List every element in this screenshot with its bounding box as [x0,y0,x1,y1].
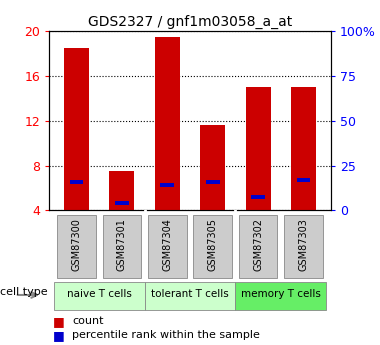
Bar [155,37,180,210]
Bar [115,201,129,205]
FancyBboxPatch shape [103,215,141,278]
Bar [70,180,84,184]
Text: memory T cells: memory T cells [241,289,321,299]
Bar [206,180,220,184]
Text: GSM87301: GSM87301 [117,218,127,272]
Text: tolerant T cells: tolerant T cells [151,289,229,299]
Bar [109,171,135,210]
FancyBboxPatch shape [193,215,232,278]
Text: GSM87304: GSM87304 [162,218,172,272]
Text: count: count [72,316,104,326]
Bar [291,87,316,210]
FancyBboxPatch shape [145,282,235,309]
Bar [296,178,310,182]
Text: GSM87302: GSM87302 [253,218,263,272]
Bar [64,48,89,210]
Text: percentile rank within the sample: percentile rank within the sample [72,331,260,340]
Text: naive T cells: naive T cells [67,289,132,299]
Text: ■: ■ [53,315,65,328]
Text: cell type: cell type [0,287,48,296]
Bar [200,125,225,210]
FancyBboxPatch shape [235,282,326,309]
FancyBboxPatch shape [57,215,96,278]
Bar [160,183,174,187]
Bar [251,195,265,199]
Text: GSM87305: GSM87305 [208,218,218,272]
Text: ■: ■ [53,329,65,342]
Text: GSM87300: GSM87300 [71,218,82,272]
FancyBboxPatch shape [148,215,187,278]
Bar [245,87,271,210]
FancyBboxPatch shape [54,282,145,309]
Text: GSM87303: GSM87303 [298,218,309,272]
FancyBboxPatch shape [284,215,323,278]
FancyBboxPatch shape [239,215,277,278]
Title: GDS2327 / gnf1m03058_a_at: GDS2327 / gnf1m03058_a_at [88,14,292,29]
